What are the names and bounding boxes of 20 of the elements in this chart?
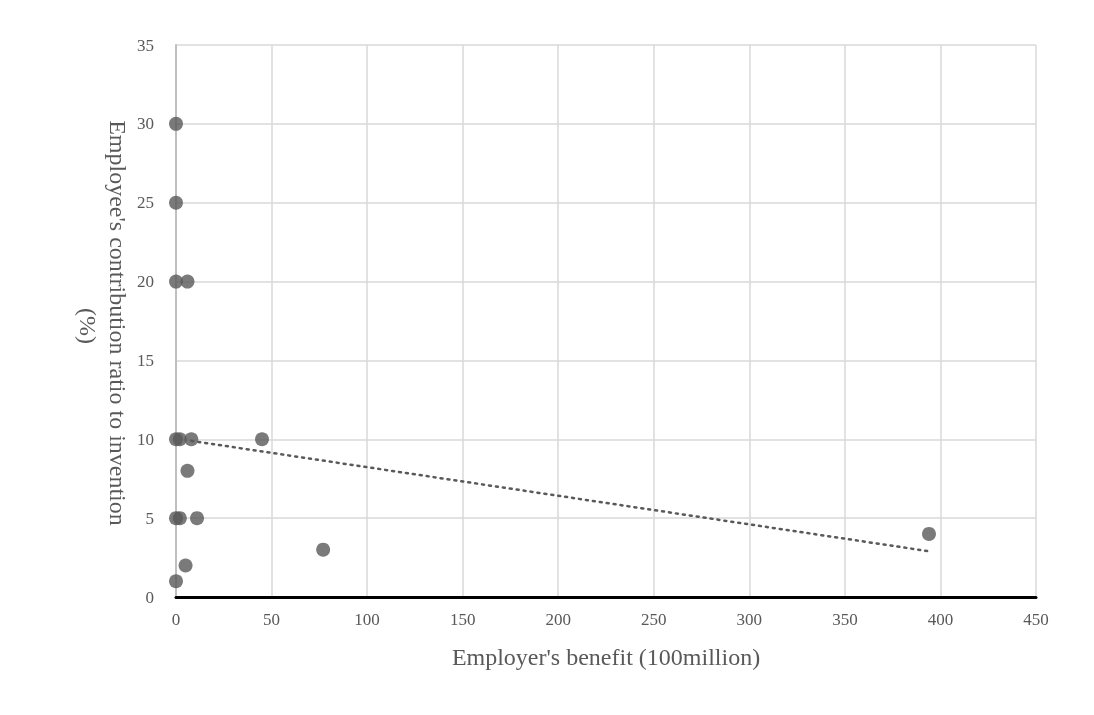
x-axis-title: Employer's benefit (100million) — [451, 644, 761, 670]
y-tick-label: 25 — [137, 193, 154, 213]
x-tick-label: 150 — [449, 610, 476, 629]
x-tick-label: 50 — [263, 610, 281, 629]
x-tick-label: 450 — [1023, 610, 1049, 629]
x-tick-label: 300 — [736, 610, 763, 629]
y-axis-title: Employee's contribution ratio to invention (%) — [75, 120, 131, 532]
y-tick-label: 35 — [137, 35, 154, 55]
x-tick-label: 400 — [927, 610, 954, 629]
x-tick-label: 100 — [354, 610, 380, 629]
y-tick-label: 20 — [137, 272, 154, 292]
y-tick-label: 15 — [137, 350, 154, 370]
y-tick-label: 5 — [145, 508, 154, 528]
y-tick-label: 0 — [145, 587, 154, 607]
y-tick-label: 10 — [137, 429, 154, 449]
x-tick-label: 250 — [641, 610, 667, 629]
y-tick-label: 30 — [137, 114, 154, 134]
x-tick-label: 0 — [171, 610, 181, 629]
x-tick-label: 350 — [832, 610, 858, 629]
x-tick-label: 200 — [545, 610, 571, 629]
